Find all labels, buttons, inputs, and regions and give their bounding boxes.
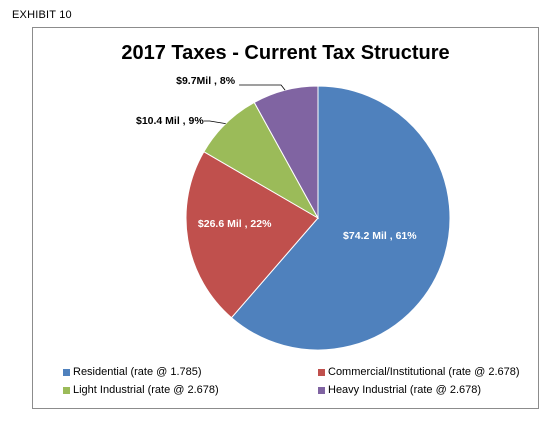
leader-line-heavy-industrial: [239, 84, 286, 91]
data-label-heavy-industrial: $9.7Mil , 8%: [176, 75, 236, 87]
data-label-light-industrial: $10.4 Mil , 9%: [136, 115, 204, 127]
legend-swatch: [318, 368, 325, 376]
legend-swatch: [63, 368, 70, 376]
legend-item-light-industrial: Light Industrial (rate @ 2.678): [63, 384, 219, 396]
legend-swatch: [318, 386, 325, 394]
legend-item-heavy-industrial: Heavy Industrial (rate @ 2.678): [318, 384, 481, 396]
chart-legend: Residential (rate @ 1.785) Commercial/Ins…: [63, 366, 523, 406]
legend-swatch: [63, 386, 70, 394]
data-label-commercial: $26.6 Mil , 22%: [198, 218, 272, 230]
chart-title: 2017 Taxes - Current Tax Structure: [121, 42, 450, 64]
pie-chart: $74.2 Mil , 61% $26.6 Mil , 22% $10.4 Mil …: [136, 75, 451, 351]
leader-line-light-industrial: [203, 120, 226, 125]
data-label-residential: $74.2 Mil , 61%: [343, 230, 417, 242]
legend-label: Light Industrial (rate @ 2.678): [73, 384, 219, 396]
legend-label: Residential (rate @ 1.785): [73, 366, 202, 378]
chart-frame: 2017 Taxes - Current Tax Structure $74.2…: [32, 27, 539, 409]
legend-item-commercial: Commercial/Institutional (rate @ 2.678): [318, 366, 520, 378]
legend-label: Commercial/Institutional (rate @ 2.678): [328, 366, 520, 378]
pie-slice-residential: [230, 85, 451, 351]
legend-item-residential: Residential (rate @ 1.785): [63, 366, 202, 378]
legend-label: Heavy Industrial (rate @ 2.678): [328, 384, 482, 396]
pie-slice-heavy-industrial: [253, 85, 319, 219]
exhibit-label: EXHIBIT 10: [12, 9, 72, 21]
pie-slice-commercial: [185, 151, 319, 319]
